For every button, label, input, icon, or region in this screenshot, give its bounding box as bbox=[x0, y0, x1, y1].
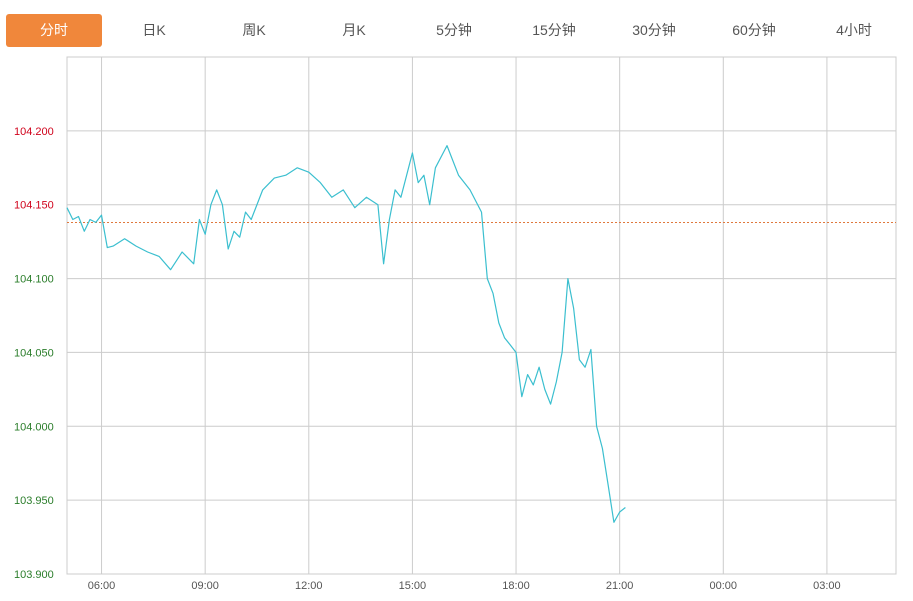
y-tick-label: 103.950 bbox=[14, 495, 54, 507]
tab-monthly[interactable]: 月K bbox=[342, 22, 366, 38]
y-tick-label: 104.200 bbox=[14, 126, 54, 138]
y-tick-label: 104.150 bbox=[14, 200, 54, 212]
tab-4hour[interactable]: 4小时 bbox=[836, 22, 872, 38]
x-tick-label: 00:00 bbox=[710, 580, 738, 592]
tab-60min[interactable]: 60分钟 bbox=[732, 22, 776, 38]
y-axis-labels: 103.900 103.950 104.000 104.050 104.100 104.1… bbox=[14, 126, 54, 581]
price-line bbox=[66, 145, 626, 523]
y-tick-label: 104.000 bbox=[14, 421, 54, 433]
x-tick-label: 18:00 bbox=[502, 580, 530, 592]
x-tick-label: 03:00 bbox=[813, 580, 841, 592]
tab-daily[interactable]: 日K bbox=[142, 22, 166, 38]
tab-weekly[interactable]: 周K bbox=[242, 22, 266, 38]
x-tick-label: 15:00 bbox=[399, 580, 427, 592]
period-tabs: 分时 日K 周K 月K 5分钟 15分钟 30分钟 60分钟 4小时 bbox=[6, 14, 906, 47]
series-group bbox=[66, 145, 626, 523]
y-tick-label: 103.900 bbox=[14, 569, 54, 581]
tab-5min[interactable]: 5分钟 bbox=[436, 22, 472, 38]
x-tick-label: 21:00 bbox=[606, 580, 634, 592]
y-tick-label: 104.050 bbox=[14, 347, 54, 359]
tab-15min[interactable]: 15分钟 bbox=[532, 22, 576, 38]
x-tick-label: 12:00 bbox=[295, 580, 323, 592]
x-axis-labels: 06:00 09:00 12:00 15:00 18:00 21:00 00:00 03:00 bbox=[88, 580, 841, 592]
y-tick-label: 104.100 bbox=[14, 274, 54, 286]
tab-30min[interactable]: 30分钟 bbox=[632, 22, 676, 38]
tab-intraday[interactable]: 分时 bbox=[6, 14, 102, 47]
x-tick-label: 06:00 bbox=[88, 580, 116, 592]
x-tick-label: 09:00 bbox=[191, 580, 219, 592]
plot-frame bbox=[66, 56, 897, 575]
chart-grid bbox=[66, 56, 897, 575]
